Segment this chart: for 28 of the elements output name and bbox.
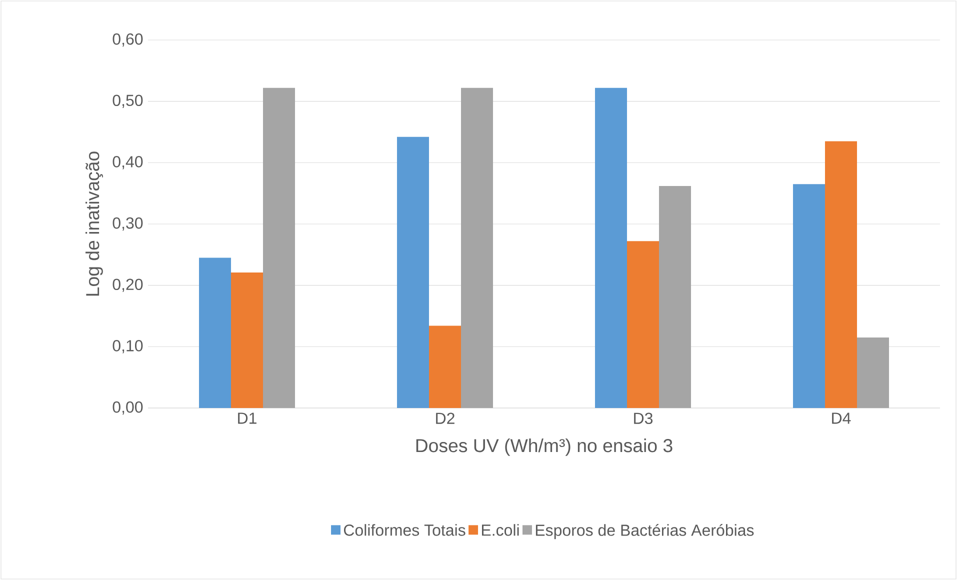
x-tick-label: D1 — [238, 412, 256, 424]
legend-label: Coliformes Totais — [344, 524, 466, 536]
y-axis-title: Log de inativação — [86, 152, 103, 296]
bar — [231, 272, 264, 408]
bar — [793, 184, 825, 408]
y-tick-label: 0,10 — [112, 340, 143, 354]
legend-label: Esporos de Bactérias Aeróbias — [536, 524, 754, 540]
bar — [856, 337, 889, 408]
y-tick-label: 0,60 — [112, 33, 143, 47]
x-tick-label: D2 — [436, 412, 454, 424]
x-tick-label: D3 — [634, 412, 653, 424]
bar — [429, 326, 462, 408]
bar — [659, 186, 691, 408]
y-tick-label: 0,50 — [112, 94, 143, 108]
bar — [263, 88, 296, 408]
y-tick-label: 0,00 — [112, 401, 143, 415]
bar — [461, 88, 493, 408]
bar — [397, 136, 430, 408]
y-tick-label: 0,30 — [112, 217, 143, 231]
legend-label: E.coli — [482, 524, 519, 536]
bar — [627, 241, 659, 408]
x-axis-title: Doses UV (Wh/m³) no ensaio 3 — [416, 438, 672, 456]
y-tick-label: 0,20 — [112, 278, 143, 292]
y-tick-label: 0,40 — [112, 156, 143, 170]
bar — [825, 141, 857, 408]
bar — [199, 258, 231, 408]
x-tick-label: D4 — [832, 412, 851, 424]
bar — [595, 88, 627, 408]
